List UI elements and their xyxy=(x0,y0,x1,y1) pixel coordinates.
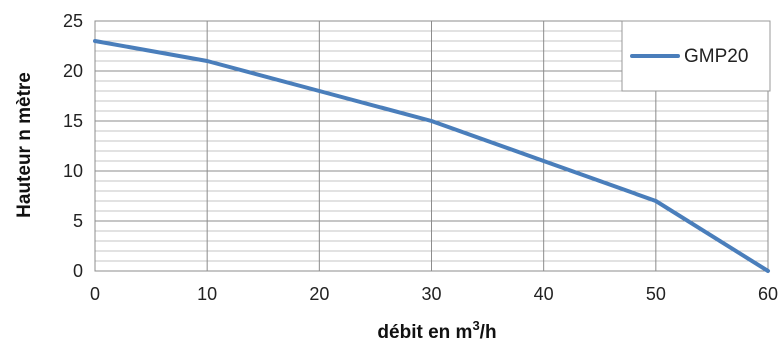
x-tick-label: 0 xyxy=(90,284,100,304)
plot-border xyxy=(94,20,769,272)
plot-area-frame xyxy=(94,20,769,272)
x-tick-label: 10 xyxy=(197,284,217,304)
y-tick-label: 20 xyxy=(63,61,83,81)
x-tick-label: 60 xyxy=(758,284,778,304)
y-tick-label: 0 xyxy=(73,261,83,281)
y-tick-label: 10 xyxy=(63,161,83,181)
y-tick-labels: 0 5 10 15 20 25 xyxy=(63,11,83,281)
series-line-gmp20 xyxy=(93,39,770,273)
y-tick-label: 15 xyxy=(63,111,83,131)
y-tick-label: 25 xyxy=(63,11,83,31)
legend-label-gmp20: GMP20 xyxy=(684,46,748,67)
series-layer xyxy=(93,39,770,273)
x-tick-label: 50 xyxy=(646,284,666,304)
x-axis-title: débit en m3/h xyxy=(377,318,496,343)
x-tick-label: 30 xyxy=(421,284,441,304)
legend: GMP20 xyxy=(621,20,771,92)
y-tick-label: 5 xyxy=(73,211,83,231)
x-tick-label: 40 xyxy=(534,284,554,304)
x-tick-labels: 0 10 20 30 40 50 60 xyxy=(90,284,778,304)
y-axis-title: Hauteur n mètre xyxy=(14,72,35,218)
legend-box xyxy=(621,20,771,92)
x-tick-label: 20 xyxy=(309,284,329,304)
